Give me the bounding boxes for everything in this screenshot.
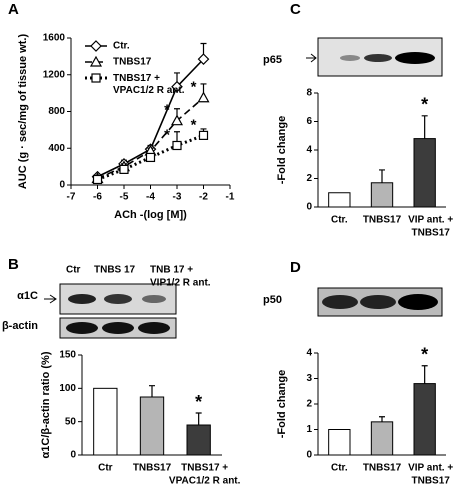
- marker: [145, 152, 156, 163]
- x-tick-label: Ctr: [98, 463, 113, 474]
- y-tick-label: 1: [306, 424, 312, 435]
- bar: [186, 424, 211, 456]
- x-tick-label: TNBS17: [411, 228, 450, 239]
- series-line: [96, 133, 205, 181]
- y-axis-label: -Fold change: [276, 116, 288, 184]
- y-tick-label: 0: [306, 450, 312, 461]
- y-tick-label: 4: [306, 145, 312, 156]
- panel-label: D: [290, 259, 301, 276]
- x-tick-label: VPAC1/2 R ant.: [169, 476, 241, 487]
- x-tick-label: TNBS17: [411, 476, 450, 487]
- annotation: *: [421, 95, 428, 115]
- x-tick-label: -7: [67, 192, 76, 203]
- legend-label: TNBS17 + VPAC1/2 R ant.: [113, 73, 185, 96]
- bar: [413, 383, 436, 456]
- x-tick-label: TNBS17: [363, 215, 402, 226]
- blot-label: β-actin: [2, 320, 38, 332]
- marker: [119, 164, 129, 174]
- panel-label: C: [290, 1, 301, 18]
- y-tick-label: 6: [306, 116, 312, 127]
- x-tick-label: -5: [120, 192, 129, 203]
- x-tick-label: Ctr.: [331, 215, 348, 226]
- y-tick-label: 8: [306, 88, 312, 99]
- marker: [198, 130, 209, 140]
- y-tick-label: 1200: [43, 69, 66, 80]
- y-tick-label: 1600: [43, 33, 66, 44]
- legend-marker: [89, 55, 103, 67]
- x-tick-label: -6: [93, 192, 102, 203]
- y-tick-label: 0: [306, 202, 312, 213]
- blot-header: Ctr: [66, 265, 81, 276]
- blot-header: TNBS 17: [94, 265, 136, 276]
- y-tick-label: 0: [59, 180, 65, 191]
- marker: [197, 91, 210, 103]
- annotation: *: [191, 79, 197, 96]
- x-tick-label: TNBS17: [133, 463, 172, 474]
- x-tick-label: VIP ant. +: [408, 215, 453, 226]
- error-bar: [379, 416, 385, 422]
- error-bar: [421, 365, 428, 384]
- x-tick-label: VIP ant. +: [408, 463, 453, 474]
- annotation: *: [164, 102, 170, 119]
- y-tick-label: 2: [306, 173, 312, 184]
- legend-label: Ctr.: [113, 41, 130, 52]
- marker: [171, 80, 183, 93]
- marker: [170, 114, 184, 126]
- bar: [413, 138, 436, 208]
- annotation: *: [164, 126, 170, 143]
- error-bar: [195, 412, 202, 425]
- series-line: [97, 97, 205, 180]
- y-axis-label: -Fold change: [276, 370, 288, 438]
- y-tick-label: 100: [59, 383, 76, 394]
- x-tick-label: TNBS17: [363, 463, 402, 474]
- blot-label: p65: [263, 54, 282, 66]
- blot-b: [59, 283, 177, 339]
- blot-header: TNB 17 +: [150, 265, 193, 276]
- blot-label: p50: [263, 294, 282, 306]
- legend-marker: [90, 40, 102, 52]
- bar: [139, 396, 165, 456]
- error-bar: [421, 115, 428, 139]
- marker: [92, 174, 103, 185]
- x-axis-label: ACh -(log [M]): [114, 209, 187, 221]
- legend-marker: [91, 73, 101, 83]
- y-tick-label: 150: [59, 350, 76, 361]
- error-bar: [379, 169, 385, 183]
- panel-label: A: [8, 1, 19, 18]
- marker: [172, 140, 182, 151]
- bar: [370, 182, 394, 208]
- x-tick-label: -3: [173, 192, 182, 203]
- x-tick-label: Ctr.: [331, 463, 348, 474]
- y-tick-label: 800: [48, 106, 65, 117]
- bar: [370, 421, 394, 456]
- bar: [328, 192, 351, 208]
- y-tick-label: 50: [65, 416, 77, 427]
- y-tick-label: 3: [306, 373, 312, 384]
- blot-label: α1C: [17, 290, 38, 302]
- blot-c: [317, 37, 443, 77]
- y-tick-label: 0: [70, 450, 76, 461]
- blot-header: VIP1/2 R ant.: [150, 278, 211, 289]
- annotation: *: [191, 116, 197, 133]
- y-axis-label: α1C/β-actin ratio (%): [40, 351, 52, 458]
- arrow: [44, 53, 317, 304]
- legend-label: TNBS17: [113, 57, 152, 68]
- annotation: *: [421, 345, 428, 365]
- bar: [93, 387, 118, 456]
- annotation: *: [195, 392, 202, 412]
- x-tick-label: -1: [226, 192, 235, 203]
- x-tick-label: -2: [199, 192, 208, 203]
- panel-label: B: [8, 256, 19, 273]
- bar: [328, 429, 351, 456]
- y-axis-label: AUC (g · sec/mg of tissue wt.): [17, 34, 29, 190]
- y-tick-label: 400: [48, 143, 65, 154]
- blot-d: [317, 287, 443, 317]
- y-tick-label: 2: [306, 399, 312, 410]
- y-tick-label: 4: [306, 348, 312, 359]
- x-tick-label: TNBS17 +: [181, 463, 228, 474]
- error-bar: [149, 385, 155, 397]
- x-tick-label: -4: [146, 192, 155, 203]
- marker: [197, 53, 210, 65]
